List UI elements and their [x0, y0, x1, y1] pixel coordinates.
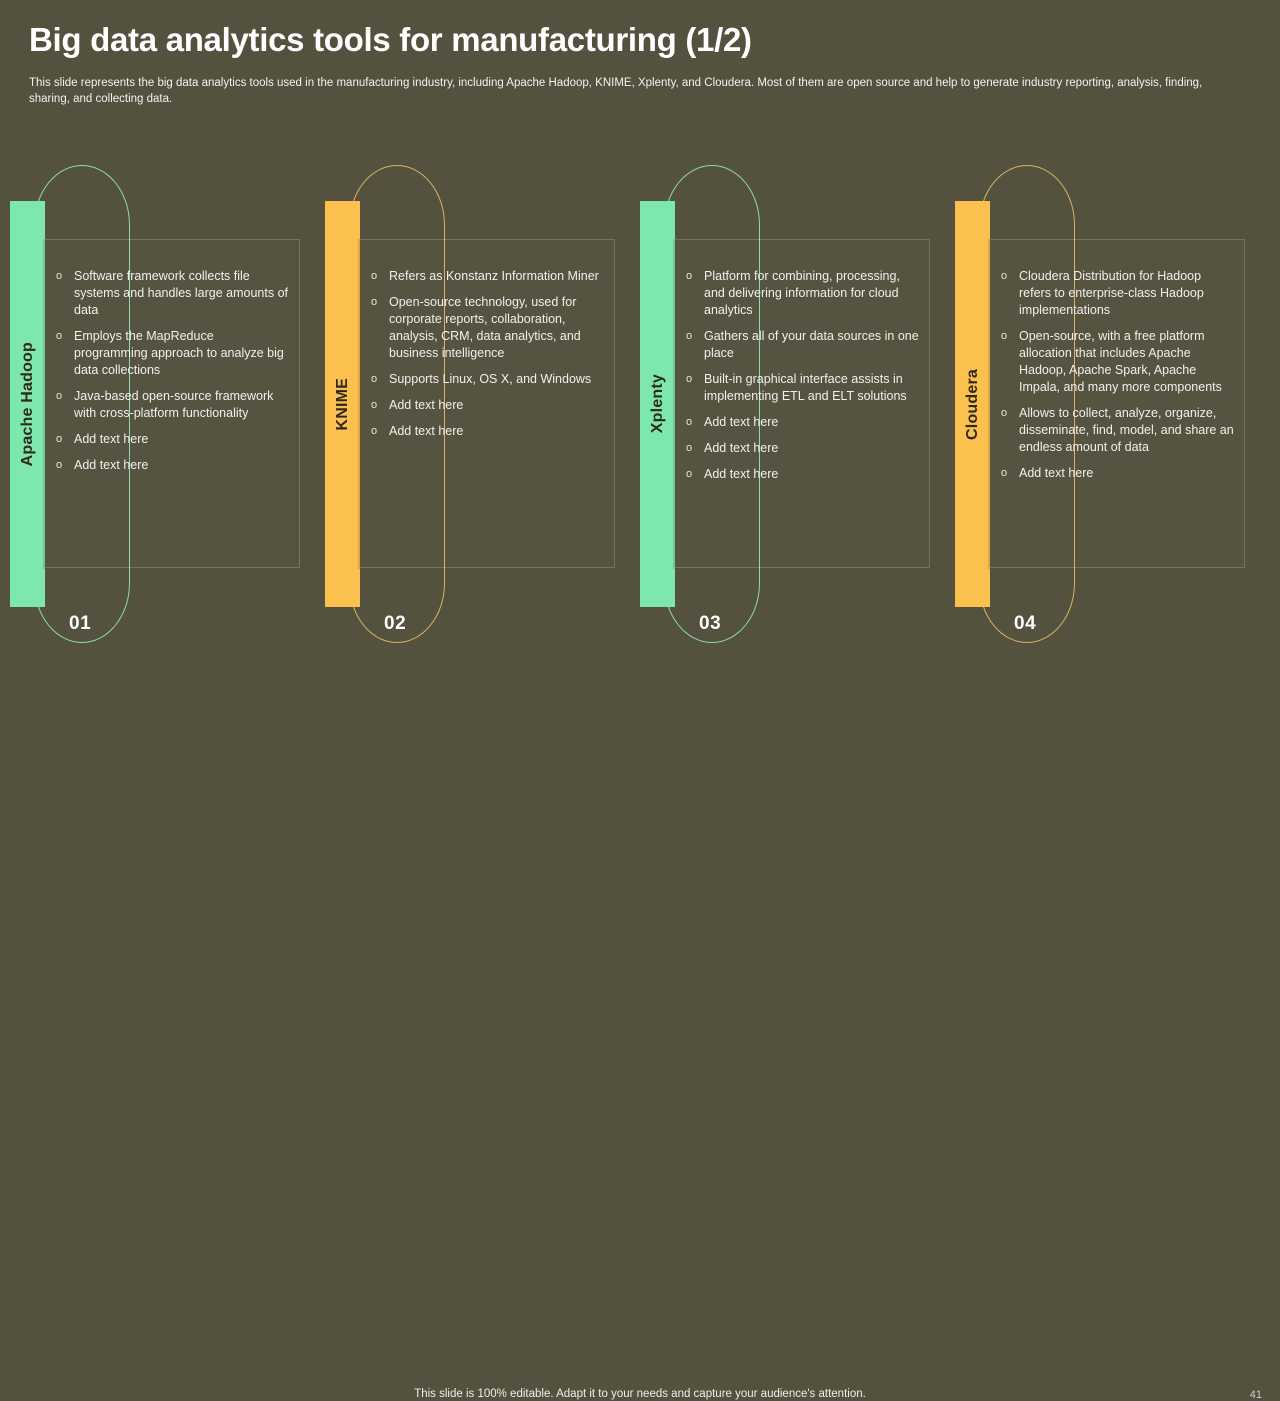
tool-column: Xplenty o Platform for combining, processi…	[630, 0, 945, 720]
bullet-circle-icon: o	[56, 390, 63, 402]
bullet-circle-icon: o	[56, 270, 63, 282]
bullet-circle-icon: o	[1001, 467, 1008, 479]
bullet-circle-icon: o	[1001, 270, 1008, 282]
list-item-text: Refers as Konstanz Information Miner	[389, 269, 599, 283]
accent-bar-line	[358, 239, 360, 569]
step-number-badge: 02	[384, 613, 407, 634]
list-item-text: Java-based open-source framework with cr…	[74, 389, 274, 420]
list-item-text: Add text here	[389, 398, 464, 412]
list-item-text: Open-source technology, used for corpora…	[389, 295, 581, 360]
list-item: o Add text here	[371, 423, 605, 440]
list-item-text: Platform for combining, processing, and …	[704, 269, 900, 317]
bullet-circle-icon: o	[686, 468, 693, 480]
list-item: o Supports Linux, OS X, and Windows	[371, 371, 605, 388]
list-item-text: Supports Linux, OS X, and Windows	[389, 372, 592, 386]
list-item: o Add text here	[56, 457, 290, 474]
bullet-circle-icon: o	[1001, 330, 1008, 342]
accent-bar	[955, 201, 990, 607]
list-item: o Refers as Konstanz Information Miner	[371, 268, 605, 285]
list-item-text: Gathers all of your data sources in one …	[704, 329, 919, 360]
list-item-text: Add text here	[704, 467, 779, 481]
slide-footer: This slide is 100% editable. Adapt it to…	[0, 690, 1280, 1401]
bullet-circle-icon: o	[686, 330, 693, 342]
list-item-text: Software framework collects file systems…	[74, 269, 289, 317]
list-item-text: Add text here	[1019, 466, 1094, 480]
list-item: o Built-in graphical interface assists in…	[686, 371, 920, 405]
list-item-text: Add text here	[704, 415, 779, 429]
list-item: o Add text here	[686, 466, 920, 483]
tool-column: KNIME o Refers as Konstanz Information Min…	[315, 0, 630, 720]
tool-bullet-list: o Platform for combining, processing, and…	[686, 268, 920, 492]
list-item: o Add text here	[686, 440, 920, 457]
list-item-text: Built-in graphical interface assists in …	[704, 372, 907, 403]
tool-bullet-list: o Software framework collects file system…	[56, 268, 290, 483]
bullet-circle-icon: o	[56, 459, 63, 471]
list-item: o Java-based open-source framework with c…	[56, 388, 290, 422]
accent-bar	[640, 201, 675, 607]
accent-bar-line	[988, 239, 990, 569]
list-item: o Platform for combining, processing, and…	[686, 268, 920, 319]
list-item-text: Cloudera Distribution for Hadoop refers …	[1019, 269, 1204, 317]
bullet-circle-icon: o	[686, 270, 693, 282]
bullet-circle-icon: o	[371, 270, 378, 282]
bullet-circle-icon: o	[686, 442, 693, 454]
list-item-text: Add text here	[389, 424, 464, 438]
list-item: o Open-source, with a free platform alloc…	[1001, 328, 1235, 396]
list-item: o Open-source technology, used for corpor…	[371, 294, 605, 362]
bullet-circle-icon: o	[371, 399, 378, 411]
list-item: o Gathers all of your data sources in one…	[686, 328, 920, 362]
list-item: o Add text here	[1001, 465, 1235, 482]
tool-column: Cloudera o Cloudera Distribution for Hadoo…	[945, 0, 1260, 720]
step-number-badge: 04	[1014, 613, 1037, 634]
accent-bar-line	[673, 239, 675, 569]
footer-note: This slide is 100% editable. Adapt it to…	[414, 1388, 866, 1400]
tool-column: Apache Hadoop o Software framework collect…	[0, 0, 315, 720]
bullet-circle-icon: o	[371, 425, 378, 437]
list-item-text: Employs the MapReduce programming approa…	[74, 329, 284, 377]
bullet-circle-icon: o	[686, 373, 693, 385]
accent-bar	[10, 201, 45, 607]
list-item: o Add text here	[686, 414, 920, 431]
bullet-circle-icon: o	[56, 433, 63, 445]
list-item-text: Add text here	[704, 441, 779, 455]
tool-bullet-list: o Cloudera Distribution for Hadoop refers…	[1001, 268, 1235, 491]
step-number-badge: 01	[69, 613, 92, 634]
bullet-circle-icon: o	[686, 416, 693, 428]
list-item-text: Add text here	[74, 432, 149, 446]
list-item: o Employs the MapReduce programming appro…	[56, 328, 290, 379]
page-subtitle: This slide represents the big data analy…	[29, 77, 1203, 105]
list-item-text: Open-source, with a free platform alloca…	[1019, 329, 1222, 394]
list-item: o Cloudera Distribution for Hadoop refers…	[1001, 268, 1235, 319]
list-item: o Add text here	[371, 397, 605, 414]
list-item-text: Allows to collect, analyze, organize, di…	[1019, 406, 1234, 454]
bullet-circle-icon: o	[56, 330, 63, 342]
page-number: 41	[1249, 1389, 1262, 1401]
accent-bar	[325, 201, 360, 607]
tool-bullet-list: o Refers as Konstanz Information Miner o Op…	[371, 268, 605, 449]
list-item: o Add text here	[56, 431, 290, 448]
page-title: Big data analytics tools for manufacturi…	[29, 21, 752, 58]
list-item: o Software framework collects file system…	[56, 268, 290, 319]
bullet-circle-icon: o	[371, 296, 378, 308]
bullet-circle-icon: o	[371, 373, 378, 385]
accent-bar-line	[43, 239, 45, 569]
columns-area: Apache Hadoop o Software framework collect…	[0, 0, 1260, 720]
list-item: o Allows to collect, analyze, organize, d…	[1001, 405, 1235, 456]
list-item-text: Add text here	[74, 458, 149, 472]
bullet-circle-icon: o	[1001, 407, 1008, 419]
step-number-badge: 03	[699, 613, 722, 634]
